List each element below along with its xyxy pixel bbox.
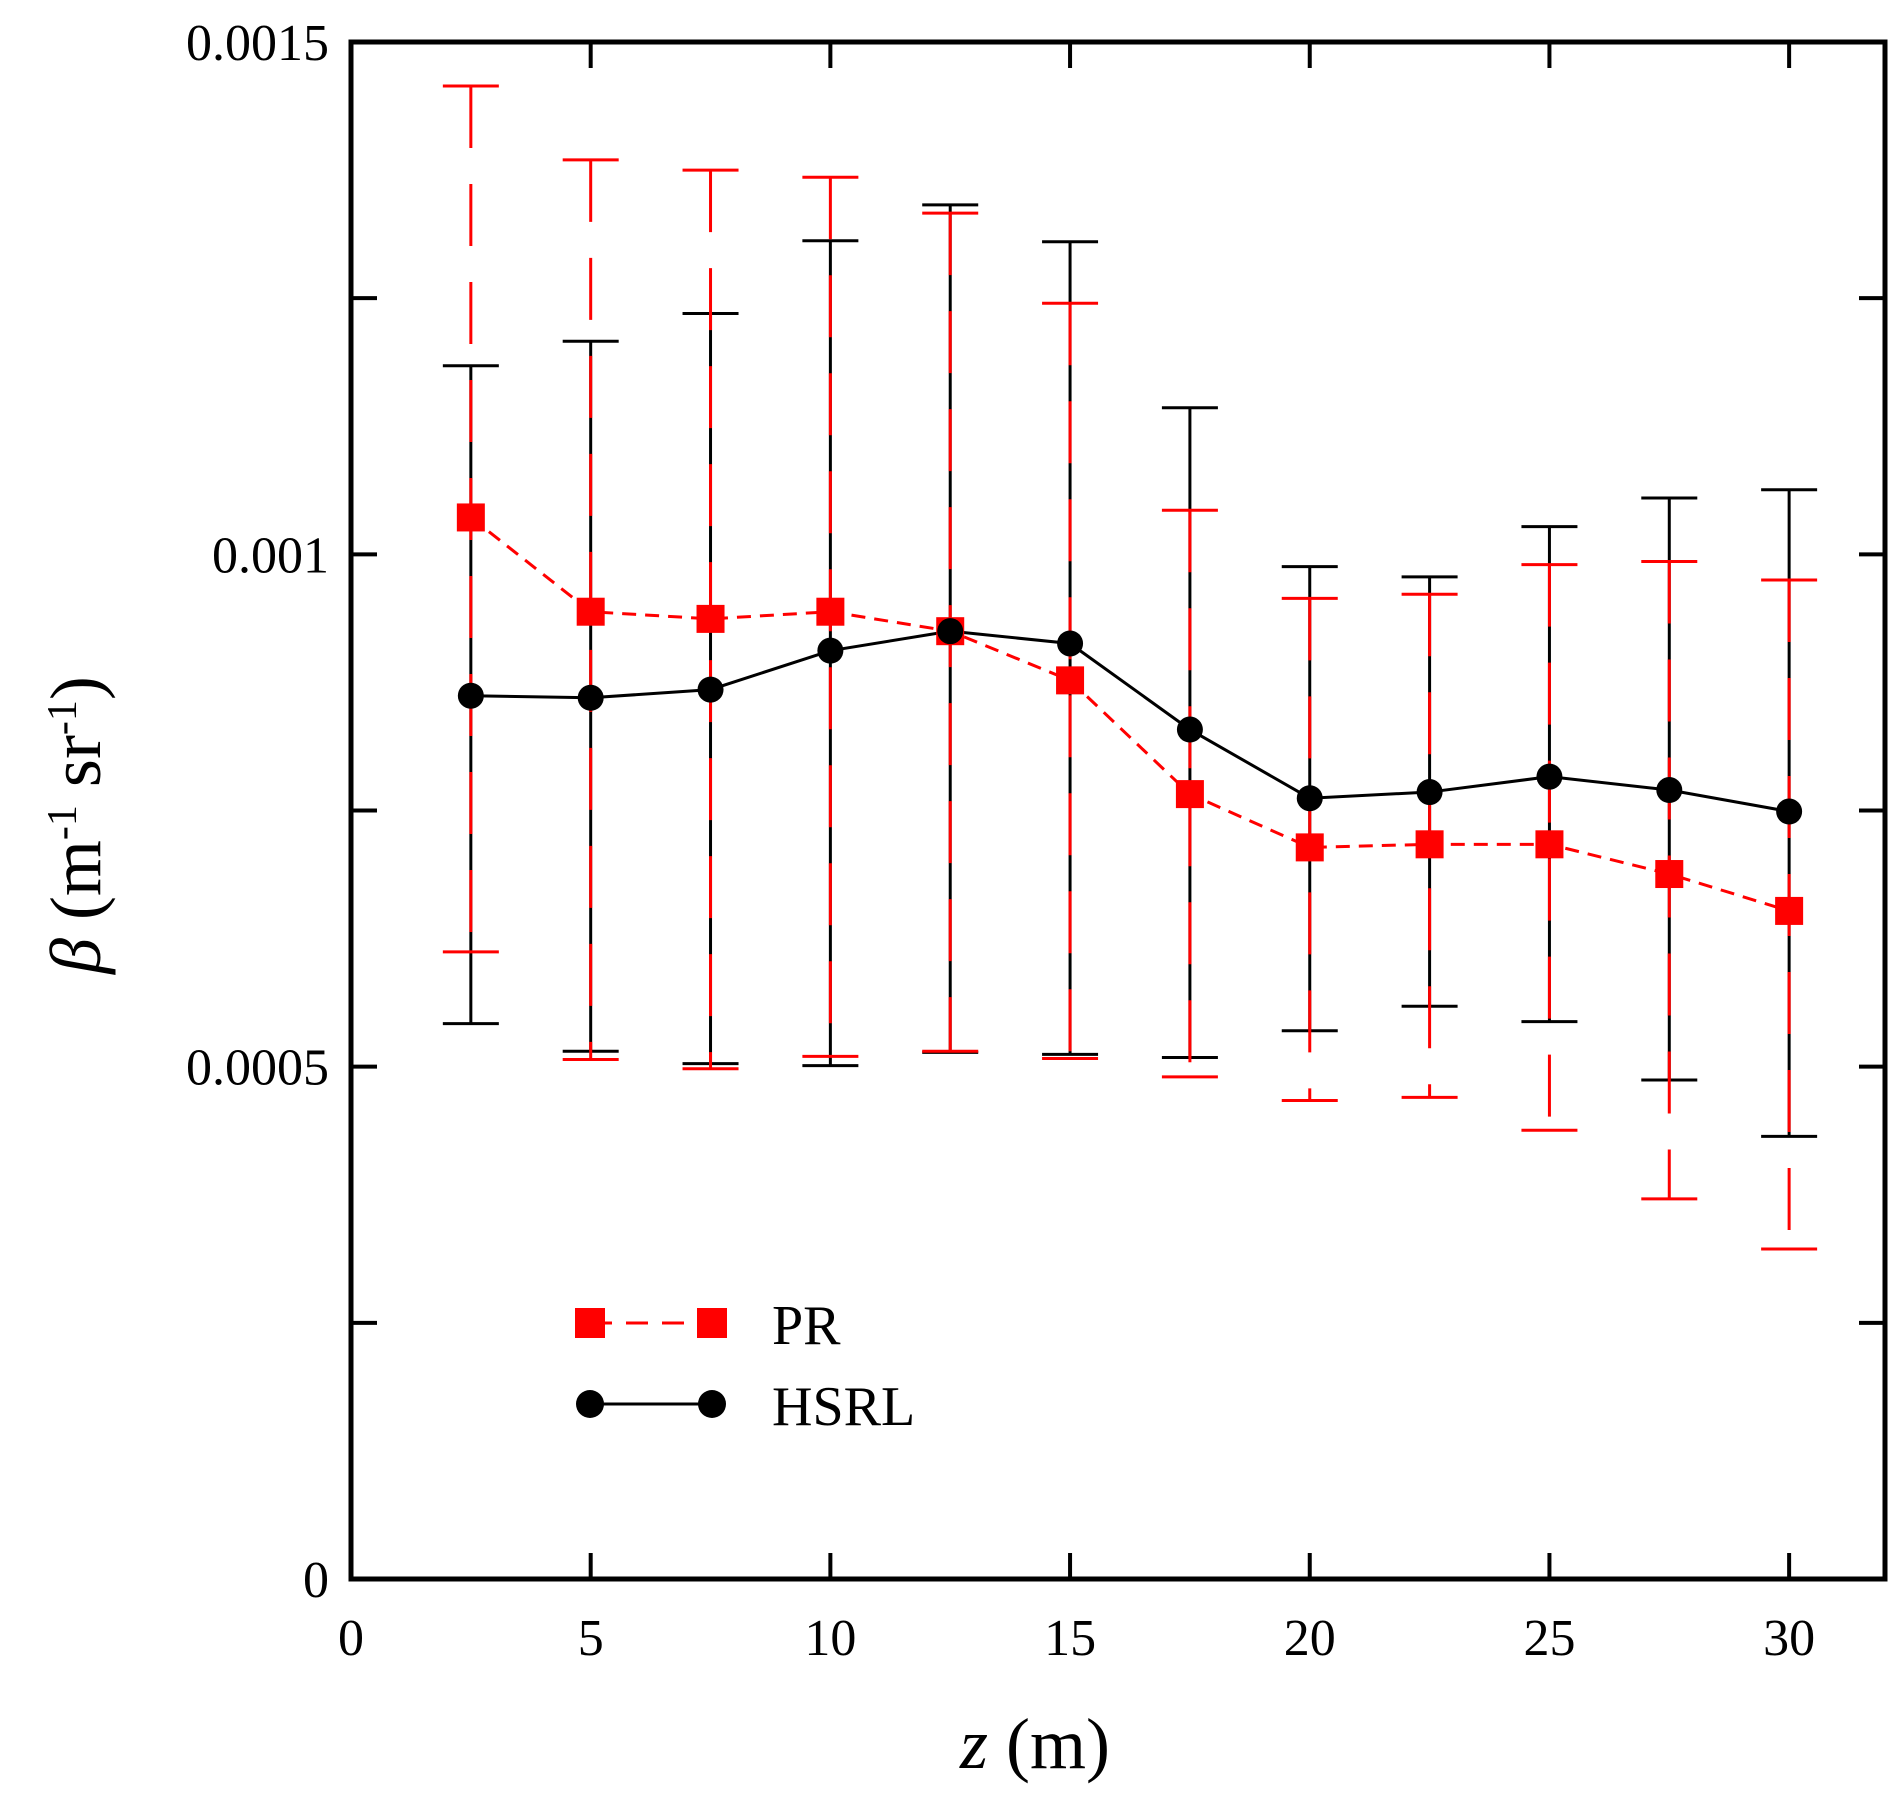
legend-hsrl-marker-left [576,1390,604,1418]
x-tick-label: 25 [1523,1610,1575,1667]
legend-pr-marker-left [575,1308,605,1338]
hsrl-point [1296,785,1323,812]
hsrl-point [457,682,484,709]
pr-point [1415,830,1444,859]
pr-point [1175,780,1204,809]
pr-point [1775,896,1804,925]
hsrl-point [697,676,724,703]
hsrl-point [577,684,604,711]
legend-hsrl-marker-right [698,1390,726,1418]
y-tick-label: 0.0005 [186,1040,329,1097]
pr-point [1056,666,1085,695]
pr-series-line [469,516,1790,913]
pr-point [1655,860,1684,889]
legend-pr-marker-right [697,1308,727,1338]
legend: PR HSRL [575,1295,915,1438]
x-tick-label: 0 [338,1610,364,1667]
pr-point [1295,833,1324,862]
hsrl-point [1176,716,1203,743]
pr-point [816,597,845,626]
pr-point [456,503,485,532]
series-lines-layer [469,516,1790,913]
x-axis-title: z (m) [959,1704,1110,1784]
x-tick-label: 15 [1044,1610,1096,1667]
hsrl-point [1416,779,1443,806]
hsrl-point [1776,798,1803,825]
error-bars-layer [442,84,1818,1251]
pr-point [696,604,725,633]
x-tick-label: 30 [1763,1610,1815,1667]
plot-frame [348,39,1888,1582]
axes-layer: 0 5 10 15 20 25 30 0 0.0005 0.001 0.0015 [186,15,1888,1667]
x-tick-label: 20 [1284,1610,1336,1667]
x-tick-label: 5 [578,1610,604,1667]
x-tick-label: 10 [804,1610,856,1667]
y-tick-label: 0 [303,1552,329,1609]
pr-point [1535,830,1564,859]
hsrl-series-line [470,629,1790,814]
hsrl-point [1057,630,1084,657]
hsrl-point [817,637,844,664]
legend-hsrl-label: HSRL [772,1376,915,1438]
hsrl-point [937,618,964,645]
y-tick-label: 0.0015 [186,15,329,72]
hsrl-point [1656,777,1683,804]
markers-layer [456,503,1804,925]
y-tick-label: 0.001 [212,527,329,584]
y-axis-title: β (m-1 sr-1) [36,676,116,976]
pr-point [576,597,605,626]
legend-pr-label: PR [772,1295,841,1357]
hsrl-point [1536,763,1563,790]
